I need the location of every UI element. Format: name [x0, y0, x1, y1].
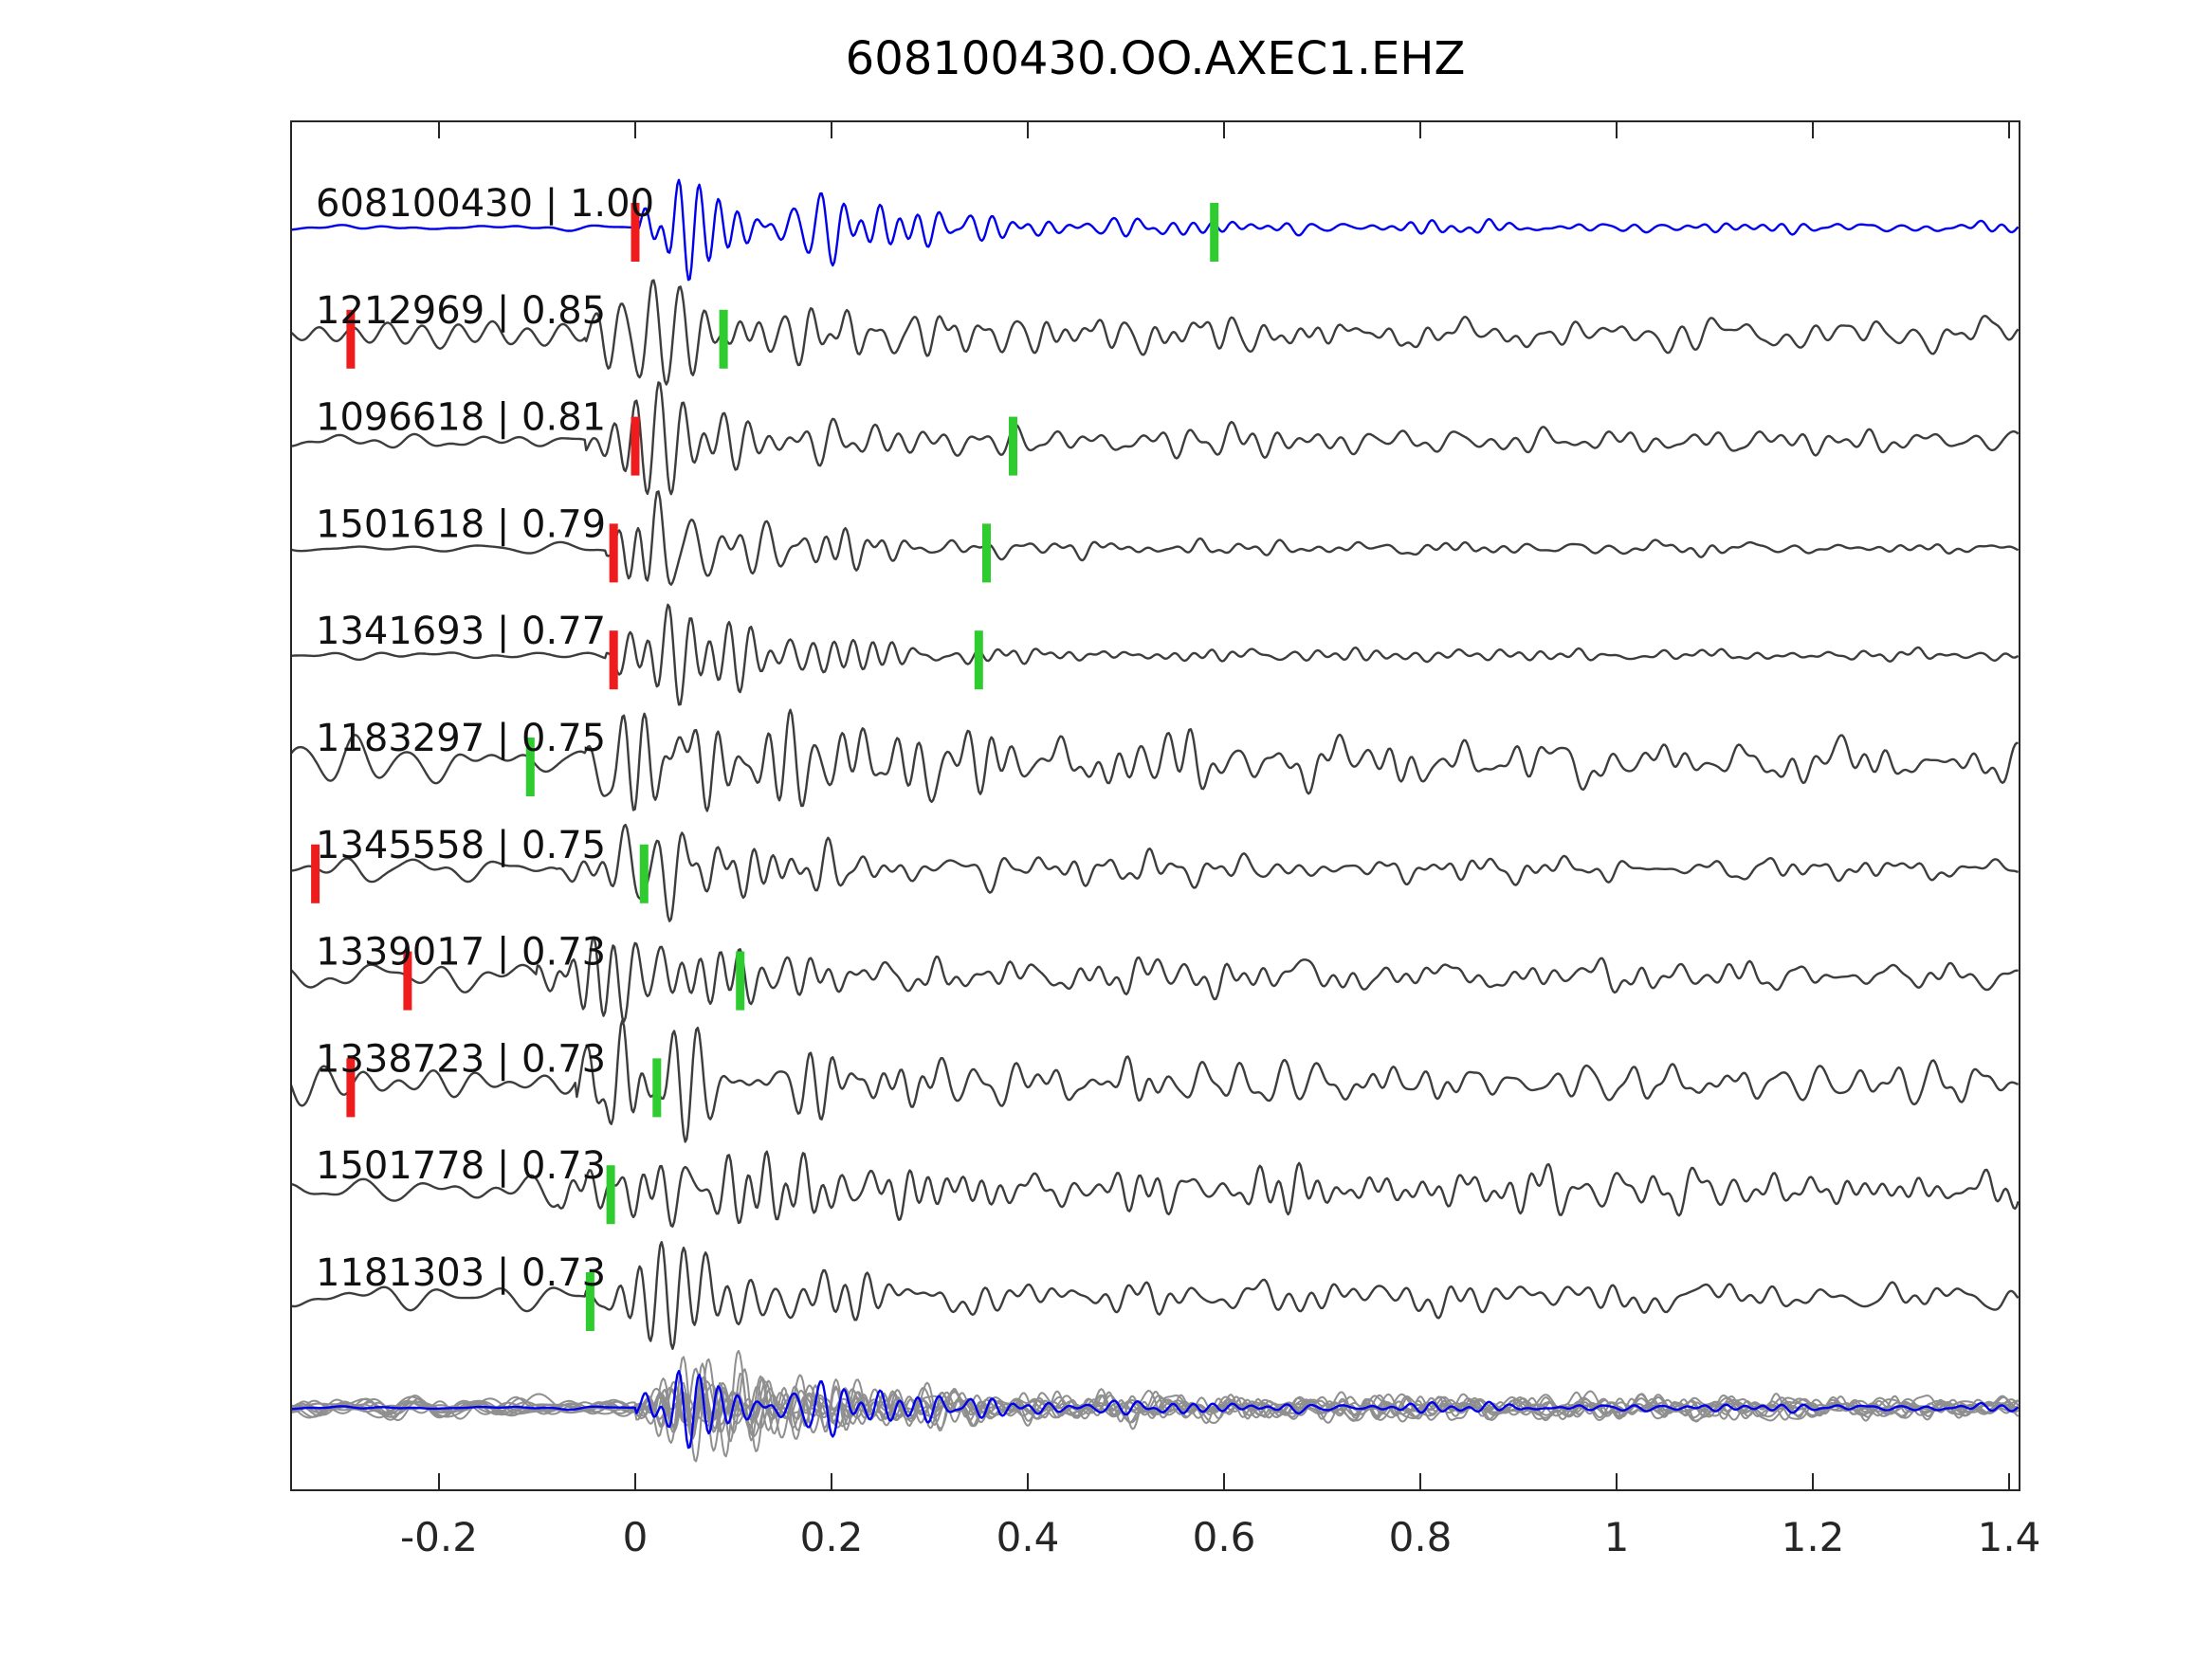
- x-tick-label: -0.2: [400, 1514, 478, 1560]
- x-axis: -0.2 0 0.2 0.4 0.6 0.8 1 1.2 1.4: [400, 121, 2040, 1560]
- red-pick-marker: [609, 630, 618, 690]
- x-tick-label: 0.6: [1193, 1514, 1256, 1560]
- trace-label: 608100430 | 1.00: [316, 182, 654, 226]
- x-tick-label: 1.4: [1978, 1514, 2041, 1560]
- red-pick-marker: [346, 1058, 356, 1118]
- waveform-trace: [291, 603, 2020, 706]
- plot-area: 608100430 | 1.00 1212969 | 0.85 1096618 | …: [291, 178, 2020, 1463]
- green-pick-marker: [585, 1272, 594, 1331]
- red-pick-marker: [631, 416, 640, 476]
- trace-label: 1501778 | 0.73: [316, 1144, 606, 1188]
- x-tick-label: 0.8: [1389, 1514, 1453, 1560]
- green-pick-marker: [719, 309, 728, 369]
- green-pick-marker: [982, 523, 991, 583]
- green-pick-marker: [974, 630, 983, 690]
- green-pick-marker: [606, 1165, 615, 1225]
- x-tick-label: 0.2: [800, 1514, 864, 1560]
- waveform-trace: [291, 1150, 2020, 1228]
- x-tick-label: 0.4: [996, 1514, 1060, 1560]
- x-tick-label: 0: [623, 1514, 649, 1560]
- trace-label: 1181303 | 0.73: [316, 1251, 606, 1295]
- green-pick-marker: [736, 951, 745, 1011]
- green-pick-marker: [1210, 203, 1219, 262]
- waveform-trace: [291, 823, 2020, 922]
- trace-label: 1183297 | 0.75: [316, 717, 606, 760]
- red-pick-marker: [311, 844, 320, 903]
- x-tick-label: 1: [1604, 1514, 1630, 1560]
- waveform-trace: [291, 279, 2020, 386]
- waveform-trace: [291, 1241, 2020, 1350]
- waveform-trace: [291, 490, 2020, 586]
- overlay-trace: [291, 1368, 2019, 1452]
- waveform-trace: [291, 708, 2019, 812]
- waveform-trace: [291, 936, 2019, 1023]
- green-pick-marker: [1009, 416, 1017, 476]
- trace-label: 1338723 | 0.73: [316, 1037, 606, 1081]
- waveform-trace: [291, 1019, 2020, 1143]
- green-pick-marker: [639, 844, 649, 903]
- red-pick-marker: [403, 951, 412, 1011]
- template-waveform: [291, 178, 2020, 282]
- waveform-trace: [291, 381, 2020, 496]
- trace-label: 1212969 | 0.85: [316, 289, 606, 333]
- red-pick-marker: [346, 309, 356, 369]
- figure-title: 608100430.OO.AXEC1.EHZ: [845, 32, 1466, 85]
- trace-label: 1339017 | 0.73: [316, 931, 606, 975]
- green-pick-marker: [652, 1058, 662, 1118]
- trace-label: 1345558 | 0.75: [316, 824, 606, 867]
- overlay-trace: [291, 1362, 2020, 1452]
- trace-label: 1501618 | 0.79: [316, 502, 606, 546]
- red-pick-marker: [609, 523, 618, 583]
- trace-label: 1341693 | 0.77: [316, 610, 606, 653]
- plot-border: [290, 120, 2020, 1491]
- x-tick-label: 1.2: [1782, 1514, 1845, 1560]
- overlay-template-trace: [291, 1370, 2020, 1449]
- red-pick-marker: [631, 203, 640, 262]
- trace-label: 1096618 | 0.81: [316, 396, 606, 440]
- green-pick-marker: [525, 738, 535, 796]
